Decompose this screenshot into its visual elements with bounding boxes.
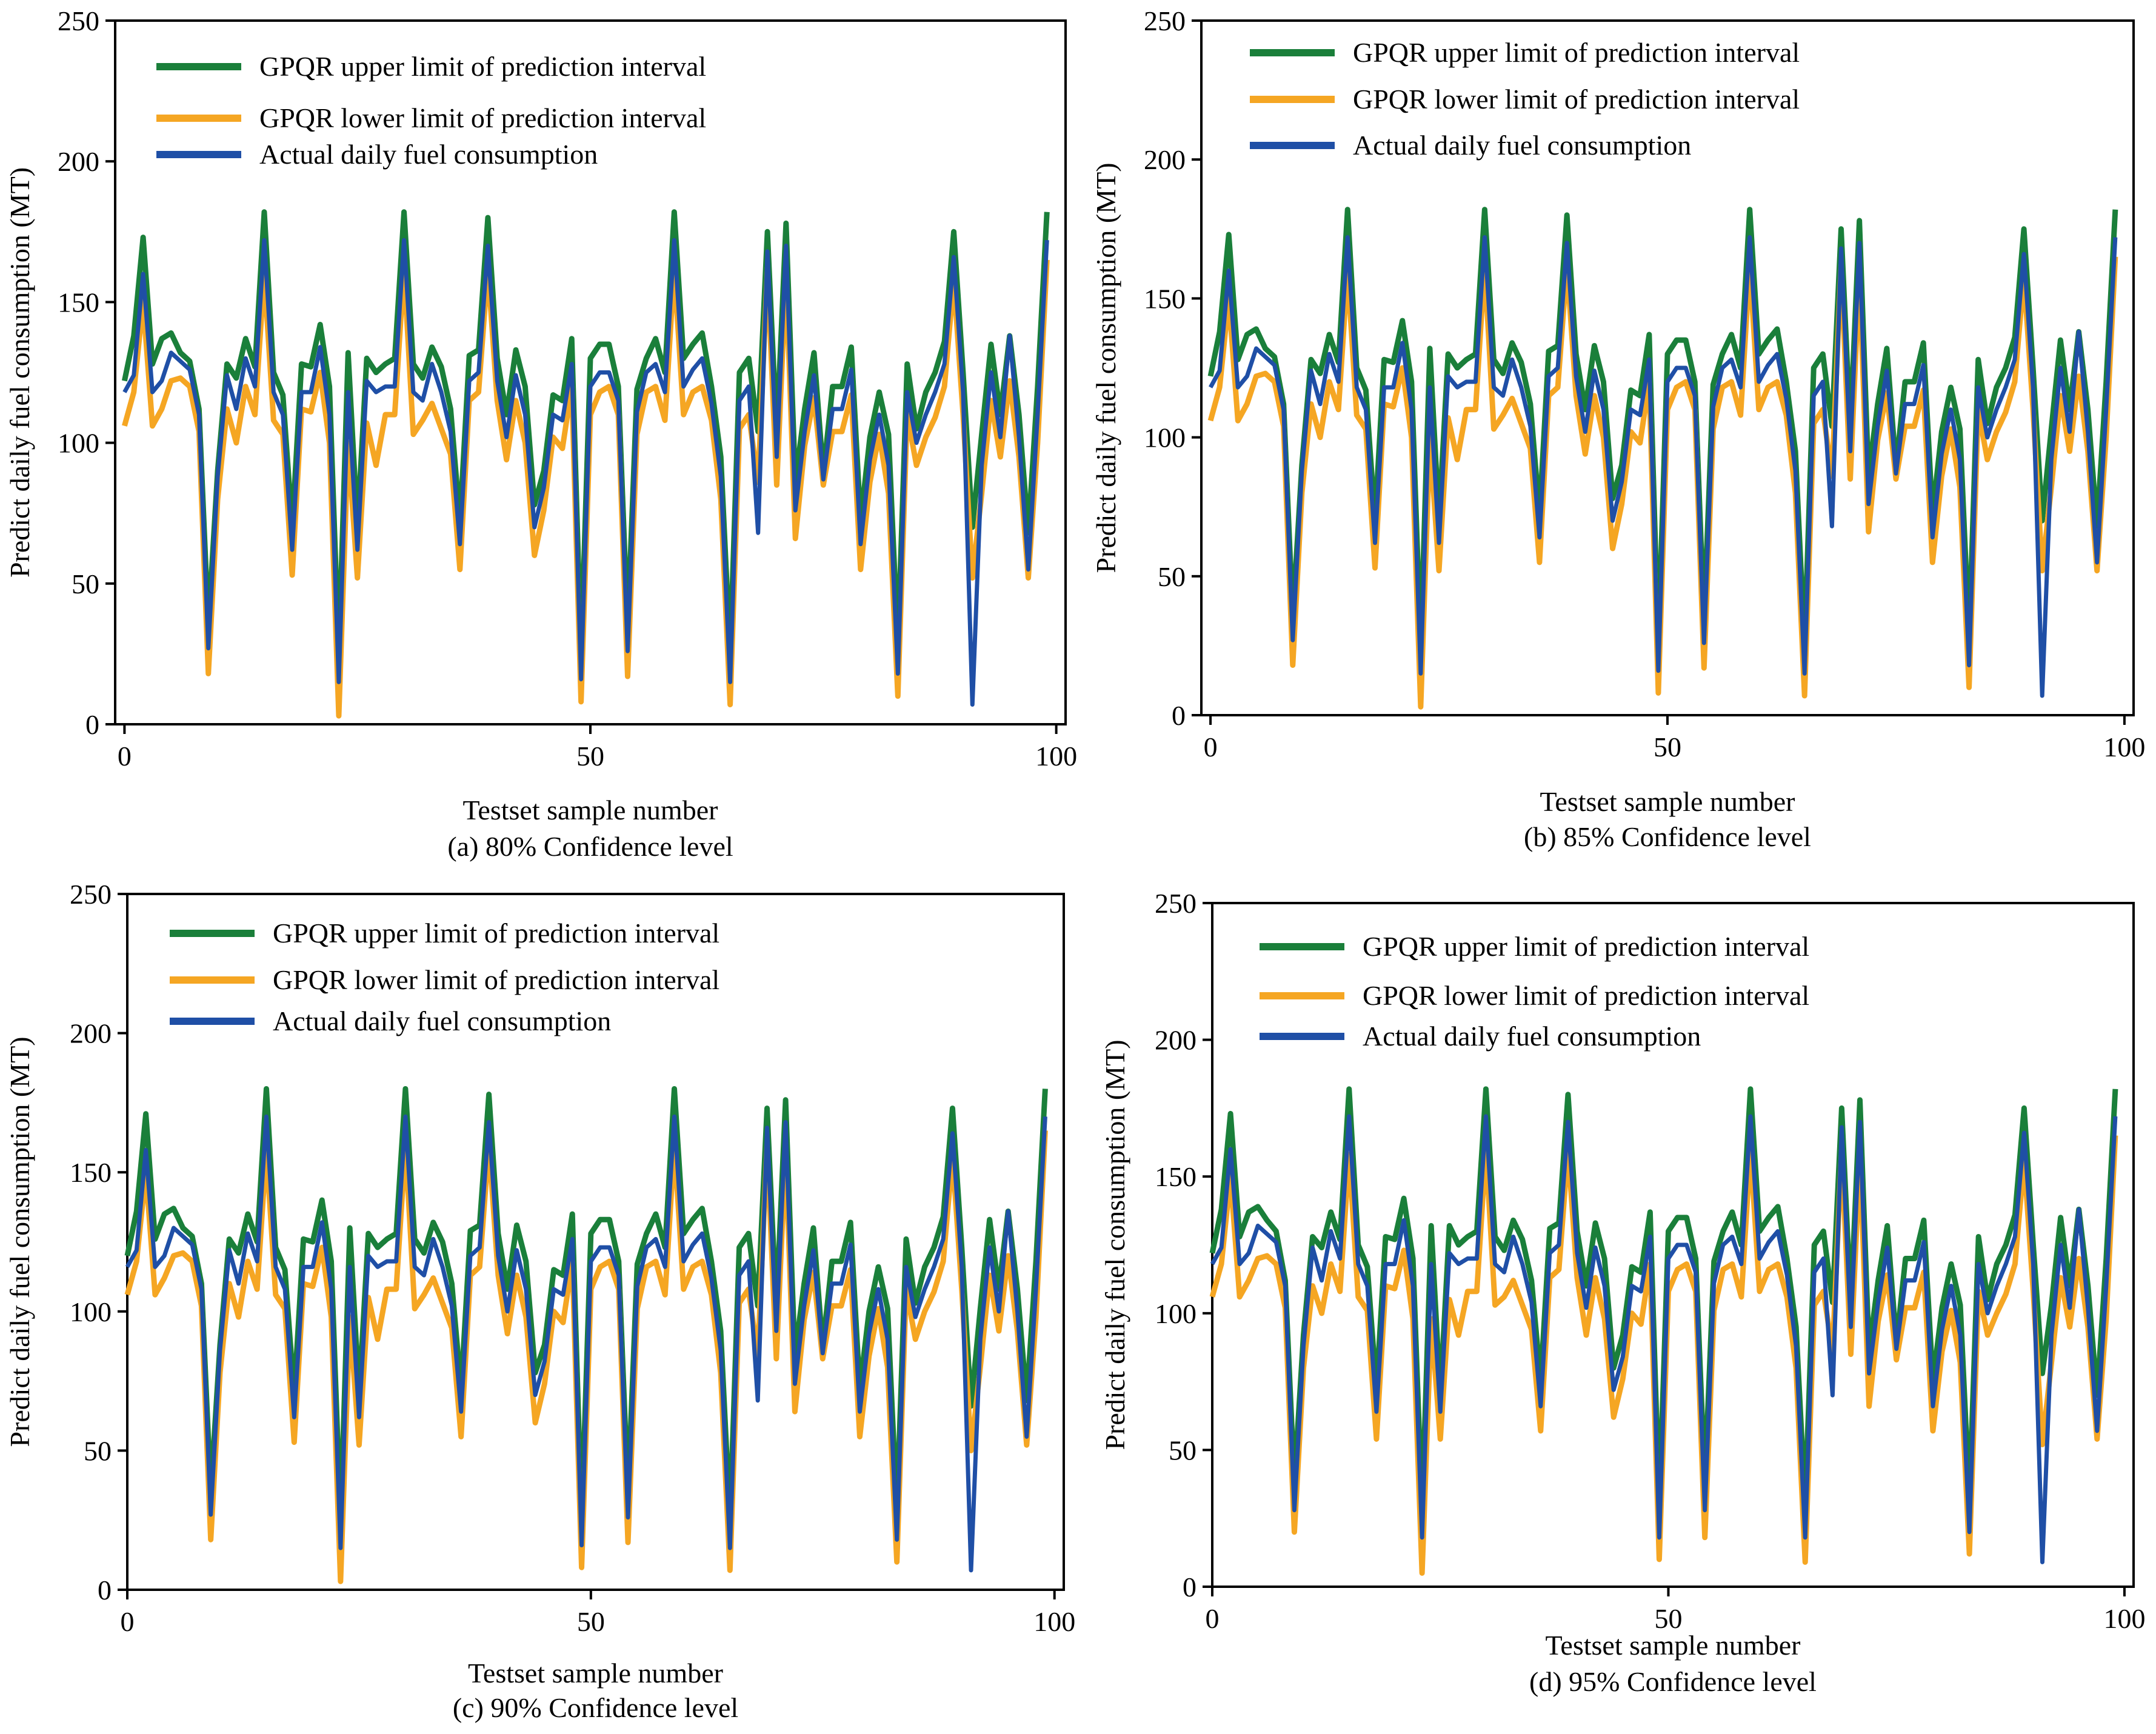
series-actual-consumption bbox=[1210, 1114, 2118, 1564]
legend-label: GPQR lower limit of prediction interval bbox=[1363, 980, 1809, 1011]
y-tick-label: 50 bbox=[1169, 1435, 1196, 1466]
x-axis-label: Testset sample number bbox=[1540, 786, 1795, 817]
x-tick-label: 50 bbox=[576, 741, 604, 772]
panel-caption: (a) 80% Confidence level bbox=[447, 831, 733, 862]
series-line bbox=[1209, 235, 2118, 698]
y-tick-label: 50 bbox=[84, 1435, 112, 1466]
legend-label: Actual daily fuel consumption bbox=[273, 1005, 611, 1036]
series-line bbox=[122, 238, 1049, 707]
x-tick-label: 0 bbox=[121, 1606, 135, 1637]
y-tick-label: 150 bbox=[1144, 283, 1186, 314]
series-actual-consumption bbox=[1209, 235, 2118, 698]
y-tick-label: 0 bbox=[1183, 1572, 1196, 1602]
y-tick-label: 0 bbox=[98, 1575, 112, 1606]
y-tick-label: 200 bbox=[1155, 1025, 1196, 1056]
y-tick-label: 250 bbox=[58, 5, 99, 36]
y-tick-label: 200 bbox=[70, 1018, 112, 1049]
legend-label: GPQR upper limit of prediction interval bbox=[273, 918, 719, 949]
x-axis-label: Testset sample number bbox=[1546, 1630, 1801, 1661]
series-line bbox=[125, 1114, 1047, 1573]
y-tick-label: 200 bbox=[58, 146, 99, 177]
y-tick-label: 0 bbox=[1172, 700, 1186, 731]
y-tick-label: 50 bbox=[72, 569, 99, 599]
panel-caption: (d) 95% Confidence level bbox=[1529, 1666, 1817, 1697]
panel-caption: (b) 85% Confidence level bbox=[1524, 821, 1811, 852]
x-tick-label: 50 bbox=[1654, 732, 1681, 762]
chart-panel-b: 0 50 100 150 200 250 0 50 100 GPQR upper limit of… bbox=[1090, 5, 2145, 852]
y-tick-label: 100 bbox=[1144, 422, 1186, 453]
y-tick-label: 200 bbox=[1144, 144, 1186, 175]
y-tick-label: 0 bbox=[85, 709, 99, 740]
y-axis-label: Predict daily fuel consumption (MT) bbox=[1090, 162, 1121, 573]
x-tick-label: 100 bbox=[1035, 741, 1077, 772]
x-tick-label: 0 bbox=[1204, 732, 1218, 762]
chart-panel-c: 0 50 100 150 200 250 0 50 100 GPQR upper limit of… bbox=[4, 879, 1075, 1723]
y-tick-label: 50 bbox=[1158, 561, 1186, 592]
y-tick-label: 150 bbox=[70, 1157, 112, 1188]
x-tick-label: 100 bbox=[2103, 1603, 2145, 1634]
y-tick-label: 250 bbox=[70, 879, 112, 910]
series-actual-consumption bbox=[125, 1114, 1047, 1573]
series-actual-consumption bbox=[122, 238, 1049, 707]
x-tick-label: 0 bbox=[1206, 1603, 1220, 1634]
chart-panel-d: 0 50 100 150 200 250 0 50 100 GPQR upper limit of… bbox=[1100, 888, 2145, 1697]
chart-panel-a: 0 50 100 150 200 250 0 50 100 GPQR upper limit of… bbox=[4, 5, 1077, 862]
legend-label: GPQR upper limit of prediction interval bbox=[1353, 37, 1800, 68]
panel-caption: (c) 90% Confidence level bbox=[453, 1692, 738, 1723]
x-tick-label: 50 bbox=[1654, 1603, 1682, 1634]
legend-label: GPQR upper limit of prediction interval bbox=[1363, 931, 1809, 962]
legend-label: GPQR lower limit of prediction interval bbox=[259, 102, 706, 133]
legend-label: GPQR lower limit of prediction interval bbox=[273, 964, 719, 995]
y-tick-label: 150 bbox=[1155, 1161, 1196, 1192]
x-tick-label: 0 bbox=[118, 741, 132, 772]
legend-label: Actual daily fuel consumption bbox=[1363, 1021, 1701, 1052]
y-tick-label: 100 bbox=[58, 428, 99, 459]
y-tick-label: 250 bbox=[1155, 888, 1196, 919]
x-tick-label: 50 bbox=[577, 1606, 605, 1637]
legend-label: GPQR upper limit of prediction interval bbox=[259, 51, 706, 82]
y-tick-label: 250 bbox=[1144, 5, 1186, 36]
series-line bbox=[1210, 1114, 2118, 1564]
plot-frame bbox=[126, 893, 1065, 1591]
legend-label: GPQR lower limit of prediction interval bbox=[1353, 84, 1800, 115]
x-tick-label: 100 bbox=[1033, 1606, 1075, 1637]
y-tick-label: 100 bbox=[70, 1296, 112, 1327]
x-tick-label: 100 bbox=[2103, 732, 2145, 762]
x-axis-label: Testset sample number bbox=[463, 795, 718, 825]
y-axis-label: Predict daily fuel consumption (MT) bbox=[1100, 1039, 1130, 1450]
y-axis-label: Predict daily fuel consumption (MT) bbox=[4, 1036, 35, 1447]
y-axis-label: Predict daily fuel consumption (MT) bbox=[4, 167, 35, 578]
y-tick-label: 100 bbox=[1155, 1298, 1196, 1329]
legend-label: Actual daily fuel consumption bbox=[1353, 130, 1691, 161]
legend-label: Actual daily fuel consumption bbox=[259, 139, 598, 170]
x-axis-label: Testset sample number bbox=[468, 1658, 723, 1689]
y-tick-label: 150 bbox=[58, 287, 99, 318]
